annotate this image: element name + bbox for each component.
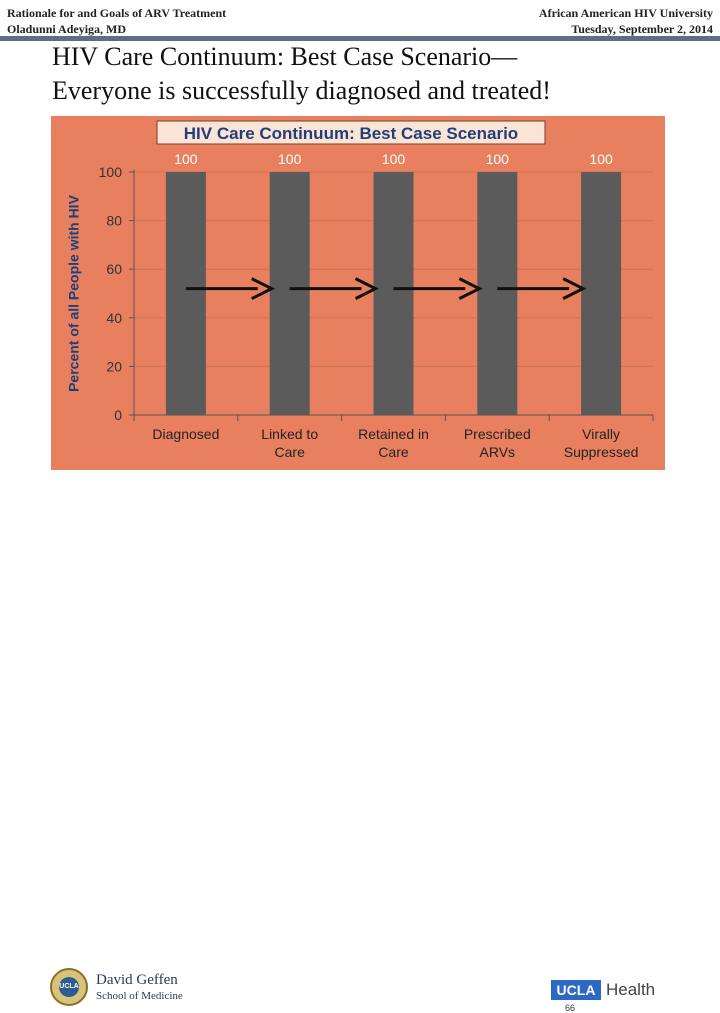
category-label: ARVs xyxy=(480,444,516,460)
slide-title: HIV Care Continuum: Best Case Scenario— … xyxy=(52,40,712,108)
header-divider xyxy=(0,36,720,41)
slide-title-line1: HIV Care Continuum: Best Case Scenario— xyxy=(52,42,518,71)
chart-background xyxy=(51,116,665,470)
arrow-head xyxy=(251,277,276,300)
seal-text: UCLA xyxy=(59,977,79,997)
category-label: Suppressed xyxy=(564,444,639,460)
bar xyxy=(269,172,310,415)
data-label: 100 xyxy=(174,151,198,167)
bar xyxy=(165,172,206,415)
arrow-head xyxy=(562,277,587,300)
bar xyxy=(373,172,414,415)
y-tick-label: 20 xyxy=(106,358,122,374)
y-tick-label: 60 xyxy=(106,261,122,277)
health-logo: Health xyxy=(606,980,656,999)
data-label: 100 xyxy=(382,151,406,167)
chart-title-box xyxy=(156,120,546,145)
header-right: African American HIV University Tuesday,… xyxy=(539,5,713,37)
school-name: David Geffen xyxy=(96,972,178,988)
category-label: Prescribed xyxy=(464,426,531,442)
y-tick-label: 80 xyxy=(106,213,122,229)
slide-title-line2: Everyone is successfully diagnosed and t… xyxy=(52,76,551,105)
axes: 0 20 40 60 80 100 xyxy=(99,164,654,423)
category-label: Retained in xyxy=(358,426,429,442)
arrow-head xyxy=(458,277,483,300)
arrow-head xyxy=(354,277,379,300)
y-tick-label: 40 xyxy=(106,310,122,326)
data-label: 100 xyxy=(486,151,510,167)
event-name: African American HIV University xyxy=(538,6,713,20)
header-left: Rationale for and Goals of ARV Treatment… xyxy=(7,5,226,37)
category-label: Care xyxy=(275,444,306,460)
presentation-title: Rationale for and Goals of ARV Treatment xyxy=(7,6,227,20)
y-tick-label: 100 xyxy=(99,164,123,180)
labels: 100 Diagnosed 100 Linked to Care 100 Retained … xyxy=(152,151,638,460)
page-number: 66 xyxy=(564,1003,575,1013)
care-continuum-chart: 0 20 40 60 80 100 100 Diagnosed 100 Linked to Car… xyxy=(51,116,665,470)
bar xyxy=(581,172,622,415)
category-label: Diagnosed xyxy=(152,426,219,442)
chart-title: HIV Care Continuum: Best Case Scenario xyxy=(184,124,518,143)
category-label: Care xyxy=(378,444,409,460)
data-label: 100 xyxy=(278,151,302,167)
bar xyxy=(477,172,518,415)
category-label: Linked to xyxy=(261,426,318,442)
ucla-logo: UCLA xyxy=(551,980,601,1000)
data-label: 100 xyxy=(589,151,613,167)
event-date: Tuesday, September 2, 2014 xyxy=(571,22,713,36)
arrows xyxy=(185,277,587,300)
footer: UCLA David Geffen School of Medicine UCL… xyxy=(0,480,720,1013)
y-tick-label: 0 xyxy=(114,407,122,423)
school-seal-logo: UCLA xyxy=(50,968,88,1006)
school-subtitle: School of Medicine xyxy=(96,990,183,1002)
bars xyxy=(165,172,622,415)
y-axis-label: Percent of all People with HIV xyxy=(66,194,82,391)
category-label: Virally xyxy=(582,426,620,442)
presenter-name: Oladunni Adeyiga, MD xyxy=(7,22,127,36)
